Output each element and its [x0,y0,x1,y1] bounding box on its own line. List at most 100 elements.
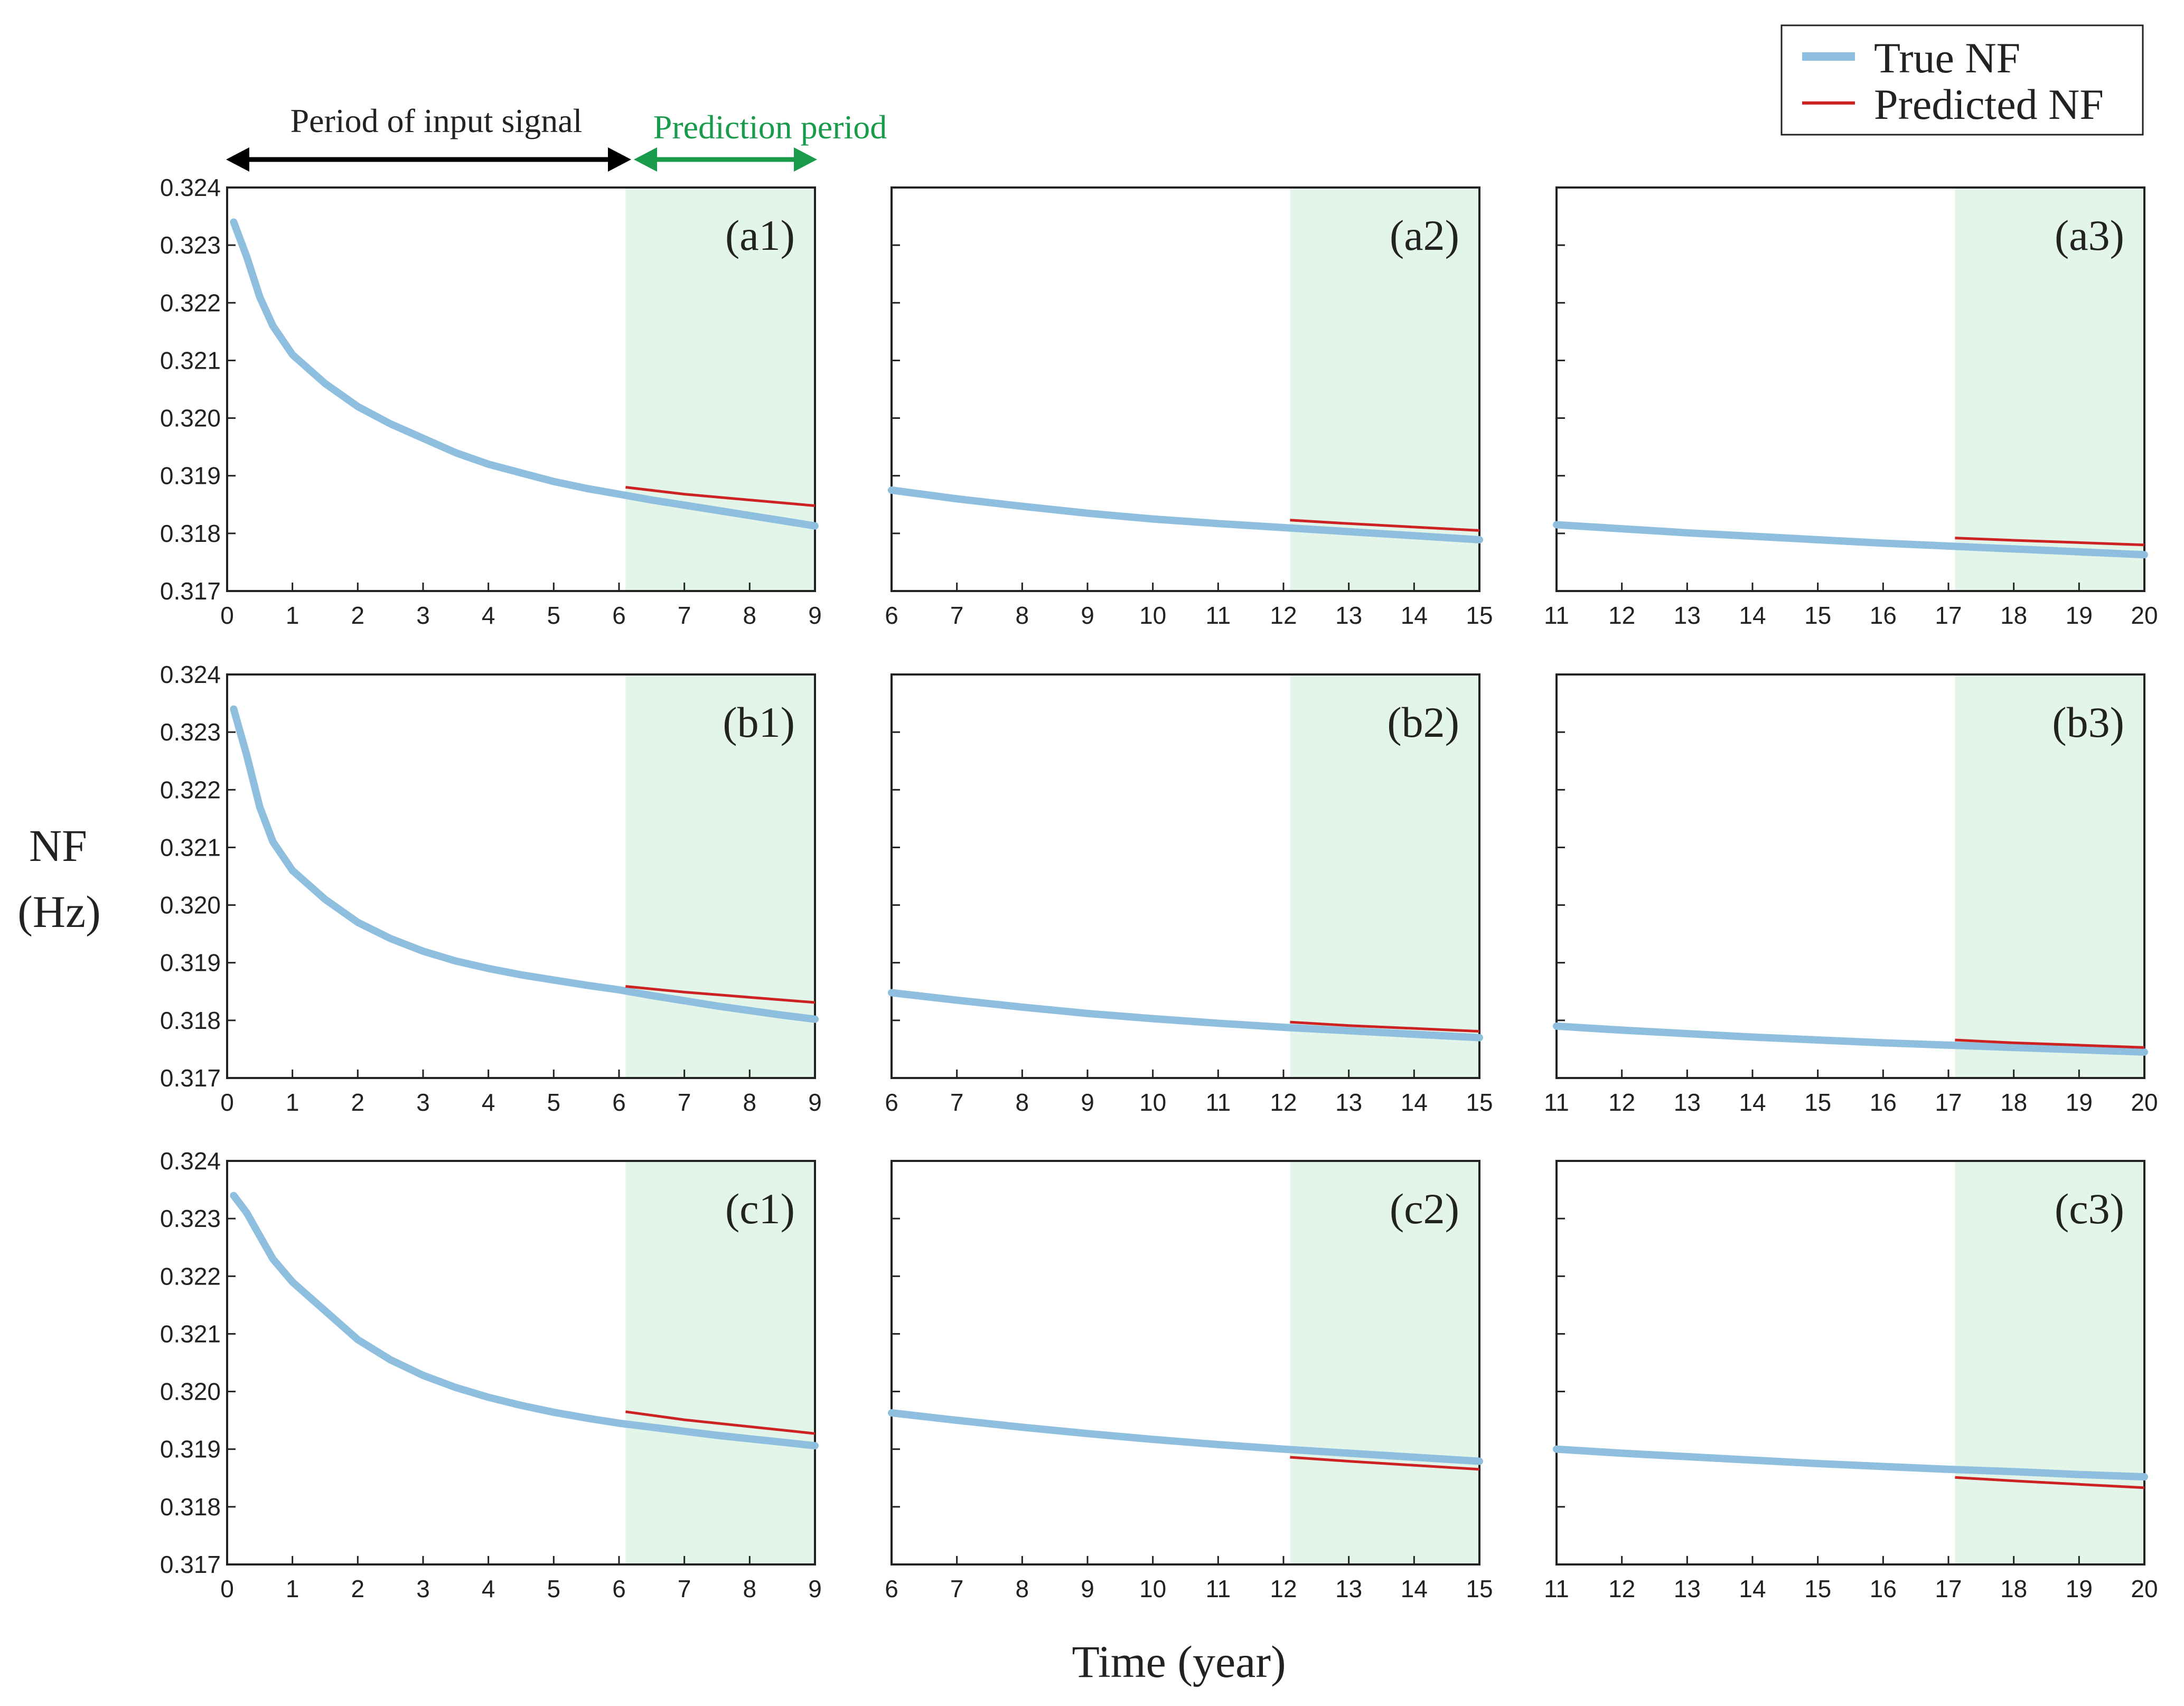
x-tick-label: 16 [1870,1575,1897,1602]
y-tick-label: 0.322 [160,776,221,803]
y-tick-label: 0.323 [160,231,221,259]
x-tick-label: 20 [2131,602,2158,629]
x-tick-label: 15 [1466,1089,1493,1116]
x-tick-label: 9 [1081,1575,1094,1602]
panel-a2: 6 7 8 9 10 11 12 13 14 15 (a2) [885,186,1493,629]
y-tick-label: 0.317 [160,1064,221,1092]
x-tick-label: 18 [2000,1575,2027,1602]
true-nf-line [1553,1445,2148,1481]
true-nf-line [888,989,1483,1042]
predicted-nf-line [625,486,816,507]
x-tick-label: 7 [678,1575,691,1602]
y-tick-label: 0.320 [160,1378,221,1405]
x-tick-label: 9 [808,602,822,629]
prediction-shade [1955,188,2144,591]
y-tick-label: 0.318 [160,1007,221,1034]
x-tick-label: 14 [1739,1089,1766,1116]
x-tick-label: 8 [1016,1575,1029,1602]
x-tick-label: 13 [1335,1089,1362,1116]
x-tick-label: 7 [678,1089,691,1116]
panel-tag: (c1) [725,1185,795,1233]
predicted-nf-line [1290,519,1480,532]
x-tick-label: 2 [351,1089,365,1116]
x-tick-label: 13 [1674,602,1701,629]
x-tick-label: 6 [885,1089,898,1116]
axes-frame [226,186,816,592]
x-tick-label: 4 [482,602,495,629]
panel-b1: 0.317 0.318 0.319 0.320 0.321 0.322 0.323 0.324… [160,661,822,1116]
x-tick-label: 17 [1935,602,1962,629]
x-tick-label: 19 [2066,602,2093,629]
predicted-nf-line [625,985,816,1004]
y-tick-label: 0.324 [160,174,221,201]
x-tick-label: 1 [286,602,299,629]
x-tick-label: 3 [416,1089,430,1116]
y-axis-title-line1: NF [29,820,87,871]
y-tick-label: 0.324 [160,1147,221,1175]
x-tick-label: 5 [547,1575,561,1602]
x-tick-label: 15 [1804,1089,1831,1116]
x-tick-label: 6 [612,602,626,629]
x-tick-label: 9 [1081,1089,1094,1116]
x-tick-label: 9 [808,1089,822,1116]
panel-tag: (a3) [2055,211,2124,259]
true-nf-line [1553,521,2148,559]
x-tick-label: 4 [482,1089,495,1116]
x-tick-label: 11 [1544,602,1569,629]
x-tick-label: 6 [885,602,898,629]
x-tick-label: 11 [1205,1575,1231,1602]
x-tick-label: 13 [1674,1089,1701,1116]
true-nf-line [888,486,1483,543]
x-tick-label: 20 [2131,1575,2158,1602]
legend-box [1780,24,2144,136]
x-tick-label: 15 [1804,602,1831,629]
x-tick-label: 20 [2131,1089,2158,1116]
prediction-shade [1955,1161,2144,1564]
x-tick-label: 10 [1139,602,1166,629]
x-tick-label: 17 [1935,1089,1962,1116]
legend: True NF Predicted NF [1780,24,2144,136]
x-tick-label: 8 [1016,602,1029,629]
x-tick-label: 7 [950,1575,964,1602]
x-tick-label: 5 [547,1089,561,1116]
x-tick-label: 7 [678,602,691,629]
predicted-nf-line [1290,1456,1480,1471]
x-tick-label: 14 [1401,1089,1428,1116]
x-tick-label: 11 [1544,1089,1569,1116]
y-tick-label: 0.317 [160,577,221,605]
y-tick-label: 0.318 [160,520,221,547]
x-tick-label: 10 [1139,1089,1166,1116]
predicted-nf-line [1290,1020,1480,1033]
panel-tag: (a1) [725,211,795,259]
x-tick-label: 14 [1401,1575,1428,1602]
x-tick-label: 8 [743,1575,757,1602]
x-tick-label: 11 [1205,602,1231,629]
x-tick-label: 13 [1674,1575,1701,1602]
y-tick-label: 0.317 [160,1551,221,1578]
panel-c3: 11 12 13 14 15 16 17 18 19 20 (c3) [1544,1160,2158,1602]
y-tick-label: 0.323 [160,1205,221,1232]
y-tick-label: 0.319 [160,949,221,977]
x-tick-label: 14 [1739,1575,1766,1602]
panel-tag: (a2) [1390,211,1459,259]
axes-frame [891,673,1480,1079]
panel-b3: 11 12 13 14 15 16 17 18 19 20 (b3) [1544,673,2158,1116]
input-period-arrowhead-right [608,147,631,172]
x-axis-title: Time (year) [1072,1636,1286,1687]
x-tick-label: 3 [416,602,430,629]
axes-frame [891,186,1480,592]
x-tick-label: 14 [1401,602,1428,629]
x-tick-label: 7 [950,1089,964,1116]
x-tick-label: 13 [1335,602,1362,629]
predicted-nf-line [1955,1476,2145,1489]
y-tick-label: 0.320 [160,405,221,432]
true-nf-line [230,218,819,530]
y-axis-title-line2: (Hz) [17,886,101,937]
panel-a3: 11 12 13 14 15 16 17 18 19 20 (a3) [1544,186,2158,629]
x-tick-label: 12 [1270,602,1297,629]
prediction-shade [1290,188,1479,591]
axes-frame [1555,186,2145,592]
axes-frame [226,673,816,1079]
x-tick-label: 19 [2066,1575,2093,1602]
